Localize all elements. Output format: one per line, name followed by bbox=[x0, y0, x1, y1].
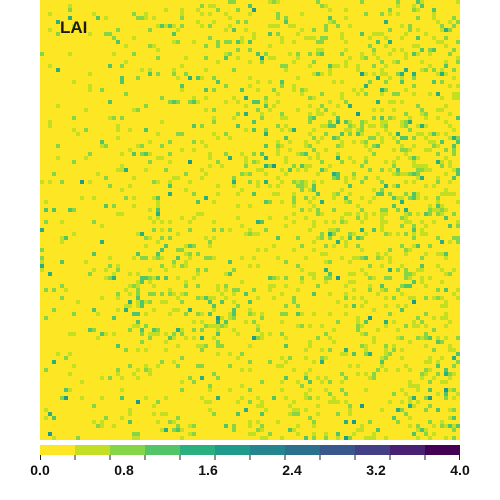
colorbar-segment bbox=[75, 445, 111, 455]
colorbar-segment bbox=[250, 445, 286, 455]
colorbar-ticks bbox=[40, 455, 460, 460]
colorbar-tick-label: 0.8 bbox=[114, 462, 134, 478]
colorbar-labels: 0.0 0.8 1.6 2.4 3.2 4.0 bbox=[30, 462, 469, 482]
colorbar bbox=[40, 445, 460, 455]
colorbar-tick-label: 0.0 bbox=[30, 462, 50, 478]
colorbar-segment bbox=[425, 445, 460, 455]
colorbar-segment bbox=[180, 445, 216, 455]
colorbar-segment bbox=[285, 445, 321, 455]
lai-map: LAI bbox=[40, 0, 460, 440]
colorbar-segment bbox=[320, 445, 356, 455]
colorbar-segment bbox=[355, 445, 391, 455]
colorbar-tick-label: 1.6 bbox=[198, 462, 218, 478]
map-title: LAI bbox=[60, 18, 88, 37]
colorbar-tick-label: 4.0 bbox=[450, 462, 470, 478]
colorbar-segment bbox=[390, 445, 426, 455]
colorbar-segment bbox=[215, 445, 251, 455]
colorbar-segment bbox=[145, 445, 181, 455]
colorbar-tick-label: 3.2 bbox=[366, 462, 386, 478]
raster-cells bbox=[40, 0, 460, 440]
colorbar-segment bbox=[40, 445, 76, 455]
colorbar-segment bbox=[110, 445, 146, 455]
lai-raster bbox=[40, 0, 460, 440]
colorbar-tick-label: 2.4 bbox=[282, 462, 302, 478]
